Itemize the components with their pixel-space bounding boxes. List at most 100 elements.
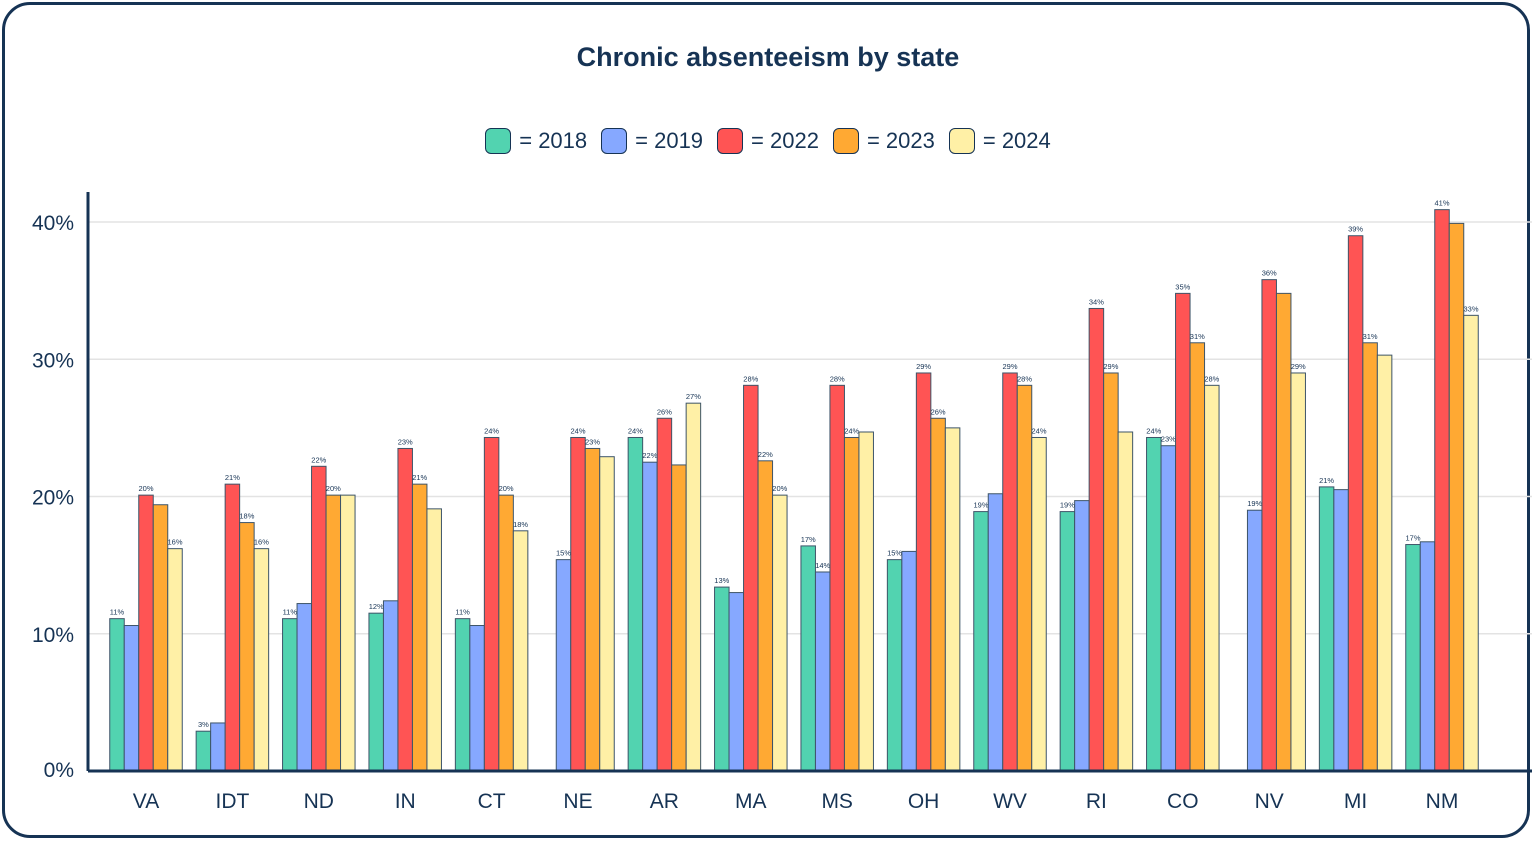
bar-MS-2023 [843,436,860,772]
bar-CO-2022 [1175,292,1191,772]
bar-MS-2024 [858,431,874,772]
x-tick-label: CT [478,790,506,813]
bar-NE-2023 [584,447,601,772]
data-label-OH-2018: 15% [887,549,902,558]
data-label-NM-2022: 41% [1434,199,1449,208]
legend-item-2024[interactable]: = 2024 [948,128,1051,154]
bar-AR-2019 [642,461,658,772]
bar-MA-2022 [743,384,759,772]
bar-VA-2022 [138,494,154,772]
x-tick-label: NE [563,790,592,813]
data-label-IDT-2018: 3% [198,720,209,729]
x-tick-label: NV [1255,790,1284,813]
data-label-IN-2018: 12% [369,602,384,611]
bar-MI-2018 [1318,486,1335,772]
data-label-MA-2023: 22% [758,450,773,459]
data-label-AR-2022: 26% [657,407,672,416]
bar-AR-2018 [627,436,644,772]
data-label-IN-2023: 21% [412,473,427,482]
data-label-IDT-2024: 16% [254,538,269,547]
bar-NV-2024 [1290,372,1306,772]
x-tick-label: WV [993,790,1027,813]
data-label-RI-2022: 34% [1089,297,1104,306]
y-tick-label: 30% [32,349,74,372]
bar-MS-2022 [829,384,845,772]
data-label-MS-2018: 17% [801,535,816,544]
y-tick-label: 20% [32,487,74,510]
legend-swatch [485,128,512,154]
data-label-NE-2023: 23% [585,437,600,446]
data-label-CT-2018: 11% [455,608,470,617]
bar-OH-2024 [944,427,961,772]
data-label-IDT-2023: 18% [239,512,254,521]
legend-swatch [601,128,628,154]
bar-CO-2023 [1189,342,1206,772]
data-label-MS-2019: 14% [815,561,830,570]
bar-ND-2024 [340,494,356,772]
bar-NE-2022 [570,436,586,772]
bar-IDT-2019 [210,722,226,772]
data-label-ND-2018: 11% [283,608,298,617]
data-label-WV-2023: 28% [1017,374,1032,383]
bar-ND-2022 [311,465,327,772]
legend-item-2023[interactable]: = 2023 [832,128,935,154]
bar-MA-2024 [772,494,788,772]
data-label-OH-2022: 29% [916,362,931,371]
x-tick-label: MI [1344,790,1367,813]
legend-item-2019[interactable]: = 2019 [601,128,703,154]
x-tick-label: ND [304,790,334,813]
y-tick-label: 0% [44,759,74,782]
data-label-NM-2018: 17% [1405,534,1420,543]
data-label-NM-2024: 33% [1463,304,1478,313]
bar-WV-2023 [1016,384,1033,772]
bar-MA-2018 [714,586,730,772]
data-label-CO-2024: 28% [1204,374,1219,383]
legend-swatch [832,128,859,154]
data-label-MI-2018: 21% [1319,476,1334,485]
bar-NM-2024 [1463,314,1479,772]
data-label-IN-2022: 23% [398,437,413,446]
bar-NV-2019 [1246,509,1263,772]
bar-IDT-2024 [253,548,270,772]
legend-item-2022[interactable]: = 2022 [717,128,819,154]
bar-WV-2019 [987,493,1004,772]
data-label-AR-2019: 22% [642,451,657,460]
bar-NM-2018 [1405,544,1421,772]
bar-IDT-2022 [224,483,241,772]
data-label-WV-2024: 24% [1031,426,1046,435]
bar-AR-2022 [656,417,673,772]
bar-NE-2024 [599,456,615,772]
bar-RI-2022 [1088,307,1105,772]
bar-CT-2023 [498,494,514,772]
data-label-CT-2022: 24% [484,426,499,435]
bar-IN-2022 [397,447,413,772]
bar-RI-2024 [1117,431,1134,772]
bar-VA-2018 [109,618,125,772]
x-tick-label: RI [1086,790,1107,813]
y-tick-label: 40% [32,212,74,235]
bar-NM-2019 [1419,541,1436,772]
bar-AR-2024 [685,402,702,772]
data-label-MS-2023: 24% [844,426,859,435]
data-label-CT-2023: 20% [499,484,514,493]
data-label-VA-2024: 16% [167,538,182,547]
legend-label: = 2019 [635,128,704,153]
data-label-CT-2024: 18% [513,520,528,529]
bar-OH-2018 [886,559,903,772]
bar-NM-2023 [1448,222,1465,772]
bar-IN-2018 [368,612,384,772]
data-label-ND-2023: 20% [326,484,341,493]
bar-CT-2018 [454,618,471,772]
x-tick-label: MA [735,790,767,813]
bar-CT-2019 [469,625,485,772]
data-label-MA-2022: 28% [743,374,758,383]
legend-swatch [717,128,744,154]
legend-item-2018[interactable]: = 2018 [485,128,587,154]
bar-WV-2024 [1031,436,1047,772]
bar-NV-2023 [1275,292,1292,772]
bar-WV-2022 [1002,372,1018,772]
bar-MA-2019 [728,592,745,772]
legend-label: = 2024 [982,128,1051,153]
legend-label: = 2023 [866,128,935,153]
bar-CT-2024 [512,530,529,772]
